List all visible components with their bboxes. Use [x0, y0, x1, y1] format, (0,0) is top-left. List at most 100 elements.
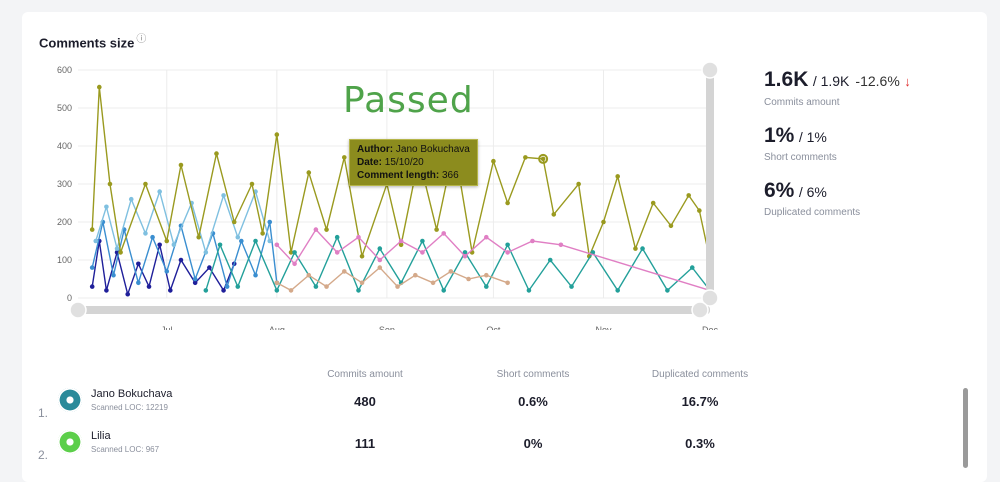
- data-point: [420, 238, 425, 244]
- comments-size-card: [22, 12, 987, 482]
- data-point: [128, 196, 134, 202]
- data-point: [171, 242, 177, 248]
- slider-handle[interactable]: [691, 301, 709, 319]
- data-point: [448, 269, 454, 274]
- data-point: [398, 242, 404, 248]
- data-point: [178, 257, 184, 263]
- data-point: [334, 234, 340, 240]
- avatar: [58, 430, 82, 454]
- data-point: [313, 284, 319, 289]
- data-point: [207, 265, 212, 270]
- data-point: [334, 250, 340, 255]
- data-point: [164, 238, 170, 244]
- info-icon[interactable]: ⓘ: [136, 34, 147, 45]
- data-point: [143, 231, 148, 236]
- data-point: [686, 193, 691, 198]
- data-point: [214, 151, 219, 156]
- x-tick-label: Jul: [161, 325, 173, 330]
- slider-handle[interactable]: [701, 61, 719, 79]
- header-short[interactable]: Short comments: [496, 369, 570, 380]
- data-point: [125, 291, 131, 297]
- data-point: [434, 227, 439, 232]
- data-point: [89, 265, 95, 270]
- table-row[interactable]: 1. Jano Bokuchava Scanned LOC: 12219 480…: [38, 388, 719, 420]
- data-point: [196, 234, 202, 240]
- vertical-range-slider[interactable]: [706, 70, 714, 298]
- data-point: [217, 242, 223, 248]
- data-point: [178, 162, 184, 168]
- data-point: [640, 246, 645, 251]
- data-point: [484, 234, 489, 240]
- data-point: [441, 288, 447, 293]
- card-title: Comments size ⓘ: [39, 34, 147, 51]
- data-point: [235, 234, 241, 240]
- data-point: [313, 227, 319, 232]
- data-point: [341, 155, 347, 160]
- data-point: [377, 257, 383, 263]
- data-point: [203, 250, 209, 255]
- data-point: [231, 219, 237, 225]
- data-point: [97, 84, 102, 90]
- data-point: [413, 272, 418, 278]
- data-point: [89, 284, 95, 289]
- horizontal-range-slider[interactable]: [78, 306, 710, 314]
- data-point: [697, 208, 702, 213]
- data-point: [118, 250, 123, 255]
- data-point: [569, 284, 574, 289]
- data-point: [324, 284, 329, 289]
- data-point: [306, 170, 312, 175]
- header-commits[interactable]: Commits amount: [327, 369, 403, 380]
- data-point: [359, 253, 365, 259]
- data-point: [484, 272, 489, 278]
- data-point: [274, 288, 280, 293]
- y-tick-label: 300: [57, 179, 72, 189]
- data-point: [168, 288, 173, 293]
- data-point: [239, 238, 244, 244]
- data-point: [462, 253, 468, 259]
- data-point: [615, 174, 620, 179]
- data-point: [136, 261, 141, 267]
- data-point: [146, 284, 152, 289]
- data-point: [292, 250, 297, 255]
- data-point: [192, 276, 198, 282]
- x-tick-label: Sep: [379, 325, 395, 330]
- data-point: [377, 265, 383, 270]
- slider-handle[interactable]: [69, 301, 87, 319]
- stat-duplicated: 6% / 6%: [764, 179, 827, 202]
- data-point: [253, 272, 258, 278]
- scrollbar[interactable]: [963, 388, 968, 468]
- slider-handle[interactable]: [701, 289, 719, 307]
- data-point: [523, 155, 528, 160]
- data-point: [430, 280, 436, 286]
- data-point: [462, 250, 468, 255]
- data-point: [192, 280, 198, 286]
- header-duplicated[interactable]: Duplicated comments: [651, 369, 749, 380]
- data-point: [633, 246, 638, 251]
- avatar: [58, 388, 82, 412]
- data-point: [505, 250, 510, 255]
- data-point: [558, 242, 564, 248]
- data-point: [484, 284, 489, 289]
- highlight-point: [538, 153, 549, 164]
- chart-tooltip: Author: Jano Bokuchava Date: 15/10/20 Co…: [349, 139, 478, 186]
- data-point: [89, 227, 95, 232]
- comments-size-chart: 0 100 200 300 400 500 600 Jul Aug Sep Oct Nov Dec: [57, 61, 719, 330]
- table-row[interactable]: 2. Lilia Scanned LOC: 967 111 0% 0.3%: [38, 430, 715, 462]
- data-point: [221, 288, 226, 293]
- data-point: [395, 284, 400, 289]
- data-point: [274, 280, 280, 286]
- data-point: [341, 269, 347, 274]
- data-point: [224, 284, 230, 289]
- data-point: [505, 242, 510, 248]
- data-point: [249, 181, 255, 187]
- x-tick-label: Dec: [702, 325, 719, 330]
- data-point: [267, 238, 273, 244]
- data-point: [221, 193, 226, 198]
- data-point: [359, 280, 365, 286]
- passed-annotation: Passed: [343, 80, 474, 121]
- data-point: [650, 200, 656, 206]
- x-tick-label: Nov: [595, 325, 612, 330]
- data-point: [665, 288, 670, 293]
- data-point: [505, 200, 510, 206]
- series-line: [91, 240, 235, 297]
